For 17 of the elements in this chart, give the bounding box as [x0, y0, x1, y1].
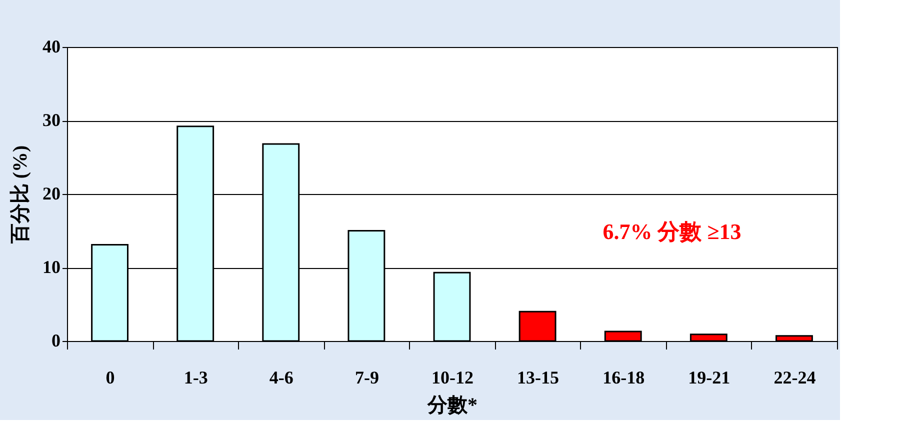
x-tick-label: 10-12 [432, 368, 474, 388]
x-tick-label: 4-6 [269, 368, 294, 388]
y-tick-label: 30 [42, 110, 60, 130]
x-tick-label: 1-3 [184, 368, 208, 388]
y-tick-label: 40 [42, 36, 60, 56]
y-axis-title: 百分比 (%) [10, 145, 32, 245]
x-tick-label: 16-18 [602, 368, 645, 388]
x-tick-label: 7-9 [354, 368, 379, 388]
x-tick-label: 22-24 [774, 368, 816, 388]
x-tick-label: 13-15 [517, 368, 560, 388]
x-tick-label: 0 [106, 368, 115, 388]
y-tick-label: 20 [42, 184, 60, 204]
x-tick-label: 19-21 [688, 368, 730, 388]
y-tick-label: 0 [52, 330, 60, 350]
y-tick-label: 10 [42, 257, 60, 277]
x-axis-title: 分數* [426, 394, 478, 416]
annotation: 6.7% 分數 ≥13 [602, 219, 742, 244]
